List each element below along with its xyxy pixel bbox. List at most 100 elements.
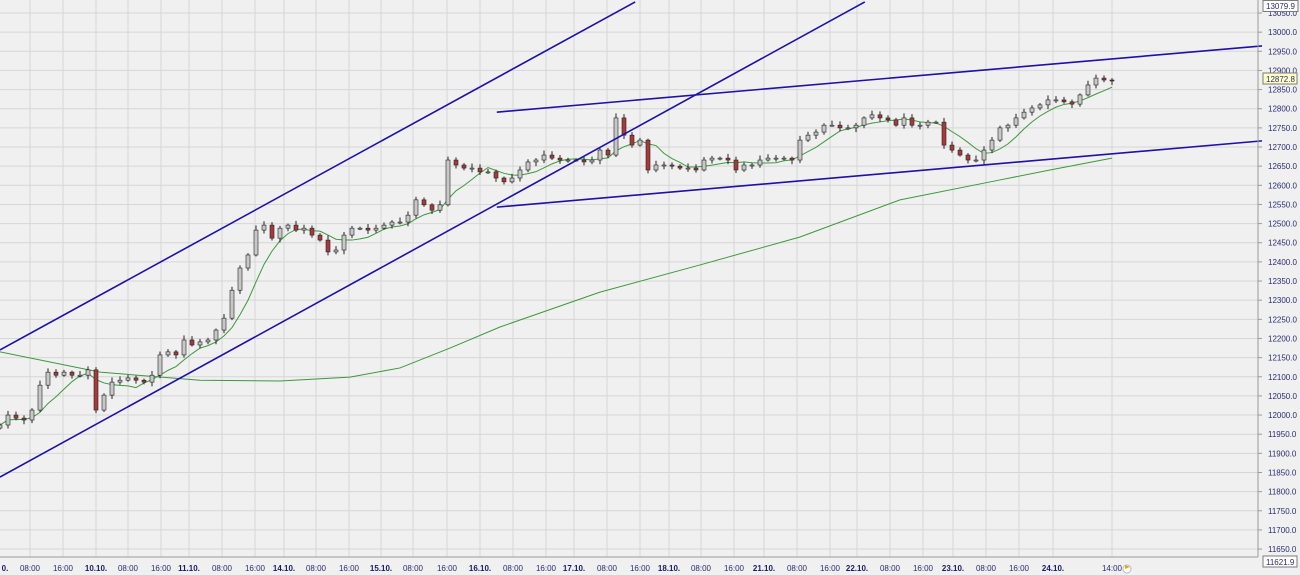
- candle: [725, 153, 731, 165]
- y-axis[interactable]: 11650.0 11700.0 11750.0 11800.0 11850.0 11900…: [1258, 9, 1297, 554]
- x-tick-label: 14.10.: [273, 564, 295, 573]
- candle: [1013, 113, 1019, 128]
- candle: [781, 155, 787, 161]
- candle: [925, 119, 931, 129]
- trendlines[interactable]: [0, 1, 1263, 478]
- candle: [813, 129, 819, 139]
- candle-body: [685, 167, 691, 170]
- candle-body: [285, 224, 291, 229]
- candle-body: [157, 354, 163, 376]
- candle: [1101, 75, 1107, 83]
- y-tick-label: 12900.0: [1268, 66, 1297, 75]
- candle: [429, 203, 435, 215]
- candle: [645, 138, 651, 174]
- candle: [629, 132, 635, 148]
- candle-body: [453, 159, 459, 166]
- y-tick-label: 12250.0: [1268, 315, 1297, 324]
- candle-body: [717, 157, 723, 160]
- y-tick-label: 12000.0: [1268, 411, 1297, 420]
- candle: [749, 163, 755, 169]
- candle: [1005, 123, 1011, 132]
- candle: [21, 415, 27, 425]
- candle: [589, 156, 595, 165]
- candle: [717, 156, 723, 161]
- candle-body: [373, 227, 379, 231]
- candle: [757, 155, 763, 168]
- trendline[interactable]: [0, 1, 636, 351]
- candle-body: [997, 127, 1003, 141]
- axis-max-label: 13079.9: [1266, 2, 1295, 11]
- candle: [741, 162, 747, 172]
- candle-body: [893, 119, 899, 126]
- candle: [957, 147, 963, 157]
- last-price-box: 12872.8: [1262, 72, 1298, 85]
- candle: [37, 380, 43, 412]
- last-price-label: 12872.8: [1266, 75, 1295, 84]
- candle-body: [853, 124, 859, 129]
- candle-body: [229, 289, 235, 319]
- candle-body: [1013, 117, 1019, 126]
- long-moving-average: [0, 157, 1113, 382]
- x-tick-label: 16:00: [151, 564, 172, 573]
- scroll-to-end-icon[interactable]: [1122, 564, 1132, 574]
- candle-body: [301, 227, 307, 231]
- y-tick-label: 12850.0: [1268, 86, 1297, 95]
- candle: [453, 157, 459, 169]
- x-tick-label: 08:00: [306, 564, 327, 573]
- candle: [373, 224, 379, 233]
- candle-body: [205, 339, 211, 343]
- x-tick-label: 16:00: [820, 564, 841, 573]
- candle: [1053, 96, 1059, 103]
- candle: [77, 371, 83, 378]
- candle-body: [469, 167, 475, 170]
- candle-body: [29, 409, 35, 421]
- candle: [981, 146, 987, 165]
- candle-body: [525, 161, 531, 171]
- candle: [917, 122, 923, 130]
- y-tick-label: 11850.0: [1268, 468, 1297, 477]
- candle: [597, 147, 603, 165]
- candle-body: [1005, 124, 1011, 129]
- candle: [189, 336, 195, 347]
- candle: [1021, 108, 1027, 120]
- candle: [581, 155, 587, 166]
- candle-body: [13, 414, 19, 419]
- x-tick-label: 08:00: [503, 564, 524, 573]
- candle-body: [557, 157, 563, 161]
- x-tick-label: 16:00: [437, 564, 458, 573]
- grid: [0, 0, 1258, 557]
- candle-body: [509, 177, 515, 183]
- trendline[interactable]: [0, 1, 866, 478]
- x-tick-label: 16:00: [339, 564, 360, 573]
- candle-body: [349, 227, 355, 236]
- candles: [0, 74, 1115, 430]
- x-tick-label: 16:00: [53, 564, 74, 573]
- candle: [13, 411, 19, 421]
- y-tick-label: 12200.0: [1268, 334, 1297, 343]
- candle: [301, 224, 307, 234]
- candle-body: [549, 154, 555, 159]
- candle: [437, 200, 443, 213]
- candle: [277, 225, 283, 243]
- candle-body: [789, 157, 795, 161]
- candle-body: [45, 371, 51, 386]
- candle-body: [621, 117, 627, 136]
- y-tick-label: 12050.0: [1268, 392, 1297, 401]
- trendline[interactable]: [496, 45, 1263, 113]
- y-tick-label: 13000.0: [1268, 28, 1297, 37]
- candle: [693, 164, 699, 173]
- candle: [773, 155, 779, 162]
- y-tick-label: 12400.0: [1268, 258, 1297, 267]
- candle-body: [37, 384, 43, 411]
- y-tick-label: 12100.0: [1268, 373, 1297, 382]
- candle-body: [933, 121, 939, 124]
- candle-body: [445, 159, 451, 206]
- candle: [669, 162, 675, 170]
- candle: [565, 157, 571, 163]
- candle: [205, 337, 211, 345]
- trendline[interactable]: [496, 140, 1263, 208]
- x-axis[interactable]: 0. 08:00 16:00 10.10. 08:00 16:00 11.10. 08:00 1…: [2, 564, 1123, 573]
- candle: [261, 221, 267, 234]
- candle-body: [973, 159, 979, 162]
